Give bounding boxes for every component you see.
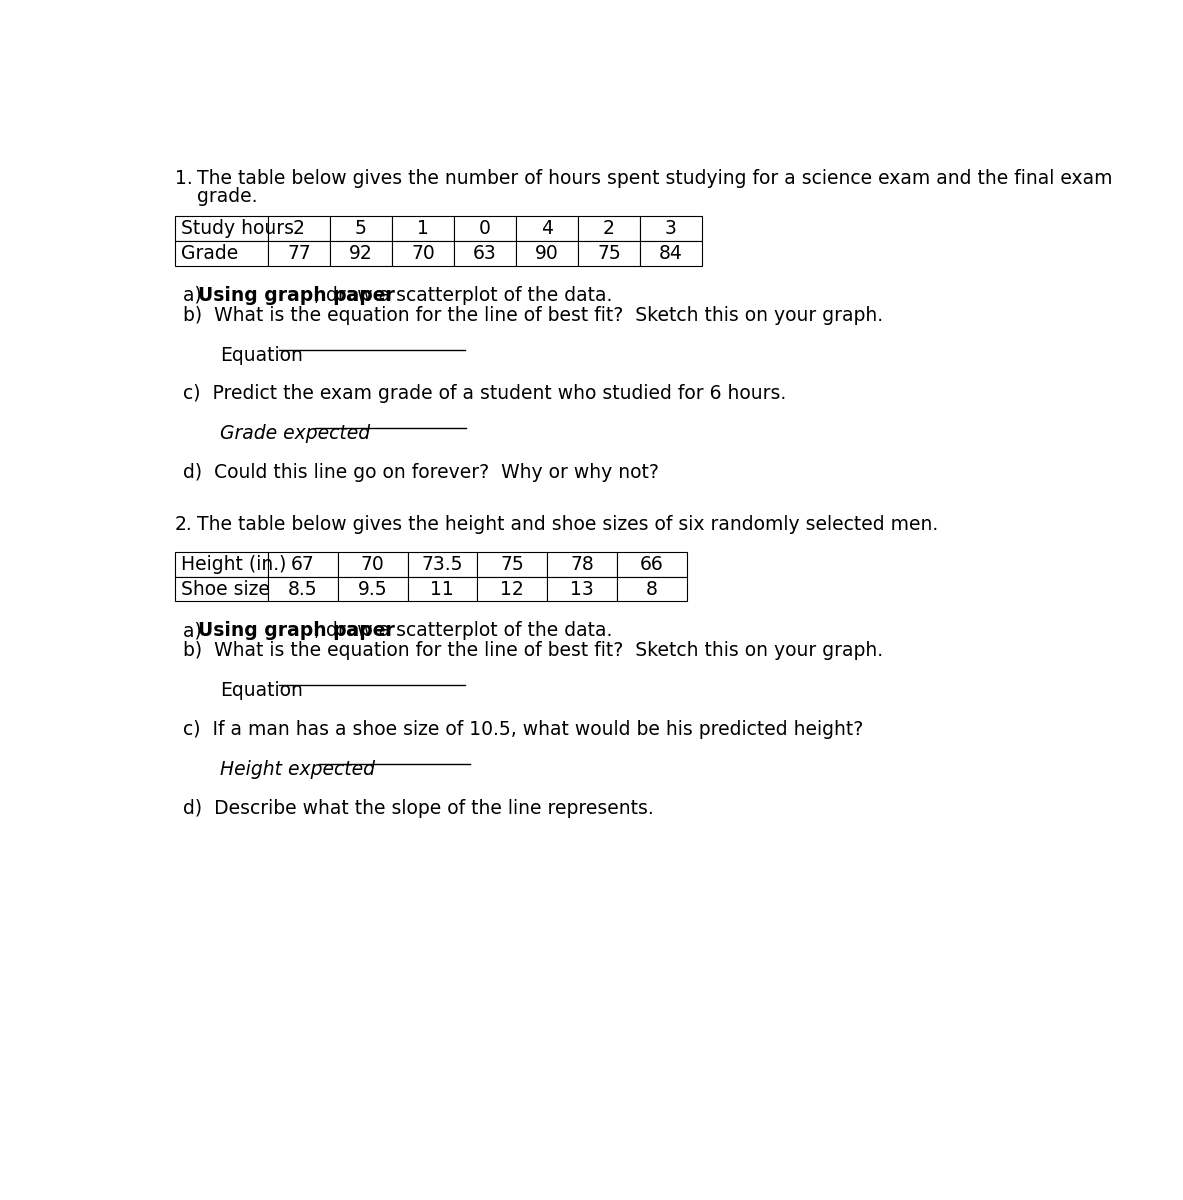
Text: 84: 84 — [659, 244, 683, 263]
Text: Grade: Grade — [181, 244, 239, 263]
Text: 67: 67 — [291, 554, 315, 574]
Bar — [175, 577, 269, 601]
Text: 9.5: 9.5 — [357, 580, 388, 599]
Bar — [407, 577, 477, 601]
Text: Grade expected: Grade expected — [220, 425, 370, 443]
Bar — [547, 577, 616, 601]
Text: d)  Describe what the slope of the line represents.: d) Describe what the slope of the line r… — [182, 798, 653, 817]
Text: a): a) — [182, 622, 207, 641]
Text: 8.5: 8.5 — [289, 580, 318, 599]
Bar — [616, 577, 686, 601]
Text: 3: 3 — [665, 220, 677, 238]
Text: The table below gives the number of hours spent studying for a science exam and : The table below gives the number of hour… — [196, 169, 1112, 187]
Text: 78: 78 — [570, 554, 594, 574]
Text: 92: 92 — [349, 244, 373, 263]
Text: 12: 12 — [500, 580, 524, 599]
Bar — [338, 577, 407, 601]
Bar — [392, 241, 454, 265]
Text: The table below gives the height and shoe sizes of six randomly selected men.: The table below gives the height and sho… — [196, 515, 938, 534]
Text: d)  Could this line go on forever?  Why or why not?: d) Could this line go on forever? Why or… — [182, 463, 659, 481]
Text: 73.5: 73.5 — [421, 554, 463, 574]
Text: a): a) — [182, 286, 207, 305]
Text: 0: 0 — [479, 220, 491, 238]
Bar — [454, 241, 516, 265]
Text: Using graph paper: Using graph paper — [199, 622, 395, 641]
Bar — [269, 216, 330, 241]
Bar — [616, 552, 686, 577]
Text: c)  If a man has a shoe size of 10.5, what would be his predicted height?: c) If a man has a shoe size of 10.5, wha… — [182, 720, 864, 739]
Bar — [269, 552, 338, 577]
Bar — [640, 241, 702, 265]
Text: Study hours: Study hours — [181, 220, 295, 238]
Bar — [269, 241, 330, 265]
Bar — [392, 216, 454, 241]
Bar — [578, 216, 640, 241]
Text: 2.: 2. — [175, 515, 193, 534]
Bar — [454, 216, 516, 241]
Text: 75: 75 — [500, 554, 524, 574]
Bar — [175, 216, 269, 241]
Text: 66: 66 — [640, 554, 664, 574]
Text: Height (in.): Height (in.) — [181, 554, 286, 574]
Text: 5: 5 — [355, 220, 367, 238]
Text: b)  What is the equation for the line of best fit?  Sketch this on your graph.: b) What is the equation for the line of … — [182, 306, 883, 325]
Text: grade.: grade. — [196, 187, 257, 206]
Text: 70: 70 — [361, 554, 384, 574]
Bar — [516, 216, 578, 241]
Bar — [407, 552, 477, 577]
Bar — [269, 577, 338, 601]
Text: , draw a scatterplot of the data.: , draw a scatterplot of the data. — [315, 286, 613, 305]
Text: 77: 77 — [287, 244, 311, 263]
Bar — [516, 241, 578, 265]
Text: 13: 13 — [570, 580, 594, 599]
Bar — [175, 241, 269, 265]
Bar — [330, 241, 392, 265]
Bar — [578, 241, 640, 265]
Text: Shoe size: Shoe size — [181, 580, 270, 599]
Text: Equation: Equation — [220, 682, 303, 701]
Text: 75: 75 — [597, 244, 621, 263]
Text: 70: 70 — [412, 244, 435, 263]
Text: b)  What is the equation for the line of best fit?  Sketch this on your graph.: b) What is the equation for the line of … — [182, 642, 883, 660]
Text: 90: 90 — [535, 244, 558, 263]
Bar — [338, 552, 407, 577]
Text: 8: 8 — [646, 580, 658, 599]
Text: , draw a scatterplot of the data.: , draw a scatterplot of the data. — [315, 622, 613, 641]
Text: 1.: 1. — [175, 169, 193, 187]
Bar — [477, 552, 547, 577]
Text: 4: 4 — [541, 220, 552, 238]
Text: Equation: Equation — [220, 346, 303, 365]
Text: 1: 1 — [418, 220, 429, 238]
Text: Height expected: Height expected — [220, 760, 375, 779]
Bar — [477, 577, 547, 601]
Bar — [175, 552, 269, 577]
Bar — [547, 552, 616, 577]
Text: Using graph paper: Using graph paper — [199, 286, 395, 305]
Bar — [330, 216, 392, 241]
Text: c)  Predict the exam grade of a student who studied for 6 hours.: c) Predict the exam grade of a student w… — [182, 384, 786, 403]
Text: 2: 2 — [603, 220, 615, 238]
Text: 2: 2 — [293, 220, 305, 238]
Bar — [640, 216, 702, 241]
Text: 63: 63 — [473, 244, 497, 263]
Text: 11: 11 — [431, 580, 454, 599]
